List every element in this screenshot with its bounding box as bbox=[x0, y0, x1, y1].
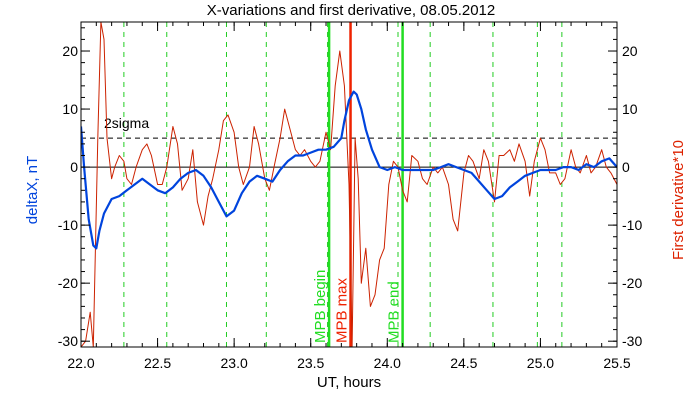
x-tick-label: 23.0 bbox=[221, 355, 248, 371]
y-tick-label-left: 10 bbox=[62, 101, 78, 117]
y-tick-label-right: -10 bbox=[622, 217, 642, 233]
y-tick-label-right: -30 bbox=[622, 333, 642, 349]
derivative-series-line bbox=[81, 22, 617, 347]
y-tick-label-left: -10 bbox=[58, 217, 78, 233]
x-tick-label: 23.5 bbox=[297, 355, 324, 371]
y-tick-label-left: 20 bbox=[62, 43, 78, 59]
y-tick-label-left: -30 bbox=[58, 333, 78, 349]
x-tick-label: 24.5 bbox=[450, 355, 477, 371]
y-axis-label-right: First derivative*10 bbox=[670, 140, 687, 260]
chart-title: X-variations and first derivative, 08.05… bbox=[207, 2, 496, 19]
x-tick-label: 25.5 bbox=[603, 355, 630, 371]
threshold-label: 2sigma bbox=[104, 115, 149, 131]
x-tick-label: 24.0 bbox=[374, 355, 401, 371]
x-tick-label: 22.5 bbox=[144, 355, 171, 371]
x-tick-label: 25.0 bbox=[527, 355, 554, 371]
x-tick-label: 22.0 bbox=[67, 355, 94, 371]
y-tick-label-right: 0 bbox=[622, 159, 630, 175]
y-axis-label-left: deltaX, nT bbox=[24, 156, 41, 224]
series-group bbox=[81, 22, 617, 347]
mpb-marker-label: MPB end bbox=[386, 281, 403, 343]
mpb-marker-label: MPB begin bbox=[312, 270, 329, 343]
plot-frame bbox=[80, 21, 618, 348]
deltax-series-line bbox=[81, 90, 617, 250]
y-tick-label-right: 10 bbox=[622, 101, 638, 117]
y-tick-label-right: -20 bbox=[622, 275, 642, 291]
mpb-marker-label: MPB max bbox=[334, 277, 351, 343]
y-tick-label-left: 0 bbox=[70, 159, 78, 175]
plot-area: 2sigma MPB begin MPB max MPB end 22.0 22.5 23.… bbox=[58, 21, 642, 371]
y-tick-label-right: 20 bbox=[622, 43, 638, 59]
x-axis-label: UT, hours bbox=[317, 374, 381, 391]
y-tick-label-left: -20 bbox=[58, 275, 78, 291]
